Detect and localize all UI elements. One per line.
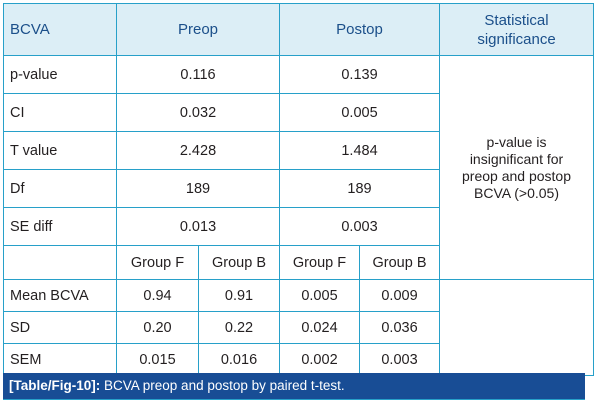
header-row: BCVA Preop Postop Statistical significan… (3, 3, 595, 56)
group-header: Group B (198, 245, 280, 280)
postop-value: 0.003 (278, 207, 441, 246)
group-header: Group B (358, 245, 441, 280)
caption-tag: [Table/Fig-10]: (9, 378, 101, 393)
postop-value: 189 (278, 169, 441, 208)
row-label: Df (3, 169, 117, 208)
header-statistical-significance: Statistical significance (439, 3, 595, 56)
group-header: Group F (279, 245, 360, 280)
bcva-table: BCVA Preop Postop Statistical significan… (3, 3, 595, 376)
group-value: 0.005 (279, 279, 360, 312)
row-label: CI (3, 93, 117, 132)
table-row: Df 189 189 (3, 169, 594, 208)
table-row: T value 2.428 1.484 (3, 131, 594, 170)
significance-line: insignificant for (469, 150, 564, 167)
postop-value: 1.484 (278, 131, 441, 170)
significance-cell: p-value is insignificant for preop and p… (439, 55, 595, 280)
caption-text: BCVA preop and postop by paired t-test. (100, 378, 345, 393)
header-significance-line2: significance (477, 30, 556, 48)
group-value: 0.002 (279, 343, 360, 376)
group-value: 0.94 (116, 279, 199, 312)
table-row: SE diff 0.013 0.003 (3, 207, 594, 246)
group-value: 0.015 (116, 343, 199, 376)
row-label: SD (3, 311, 117, 344)
table-row: p-value 0.116 0.139 p-value is insignifi… (3, 55, 595, 280)
group-value: 0.20 (116, 311, 199, 344)
row-label: Mean BCVA (3, 279, 117, 312)
group-header-row: Group F Group B Group F Group B (3, 245, 594, 280)
group-value: 0.22 (198, 311, 280, 344)
row-label: T value (3, 131, 117, 170)
preop-value: 0.013 (116, 207, 280, 246)
row-label: SEM (3, 343, 117, 376)
group-value: 0.003 (358, 343, 441, 376)
significance-line: preop and postop (462, 167, 571, 184)
group-value: 0.024 (279, 311, 360, 344)
row-label: SE diff (3, 207, 117, 246)
group-value: 0.91 (198, 279, 280, 312)
group-value: 0.009 (358, 279, 441, 312)
preop-value: 0.116 (116, 55, 280, 94)
significance-line: BCVA (>0.05) (474, 184, 559, 201)
table-row: Mean BCVA 0.94 0.91 0.005 0.009 (3, 279, 595, 376)
preop-value: 2.428 (116, 131, 280, 170)
postop-value: 0.005 (278, 93, 441, 132)
postop-value: 0.139 (278, 55, 441, 94)
header-postop: Postop (278, 3, 441, 56)
group-header: Group F (116, 245, 199, 280)
group-value: 0.016 (198, 343, 280, 376)
header-preop: Preop (116, 3, 280, 56)
significance-line: p-value is (486, 133, 547, 150)
row-label: p-value (3, 55, 117, 94)
preop-value: 189 (116, 169, 280, 208)
empty-cell (3, 245, 117, 280)
preop-value: 0.032 (116, 93, 280, 132)
header-bcva: BCVA (3, 3, 117, 56)
table-row: SEM 0.015 0.016 0.002 0.003 (3, 343, 594, 376)
table-row: CI 0.032 0.005 (3, 93, 594, 132)
group-value: 0.036 (358, 311, 441, 344)
table-caption: [Table/Fig-10]: BCVA preop and postop by… (3, 373, 585, 400)
header-significance-line1: Statistical (484, 11, 549, 29)
empty-significance-cell (439, 279, 595, 376)
